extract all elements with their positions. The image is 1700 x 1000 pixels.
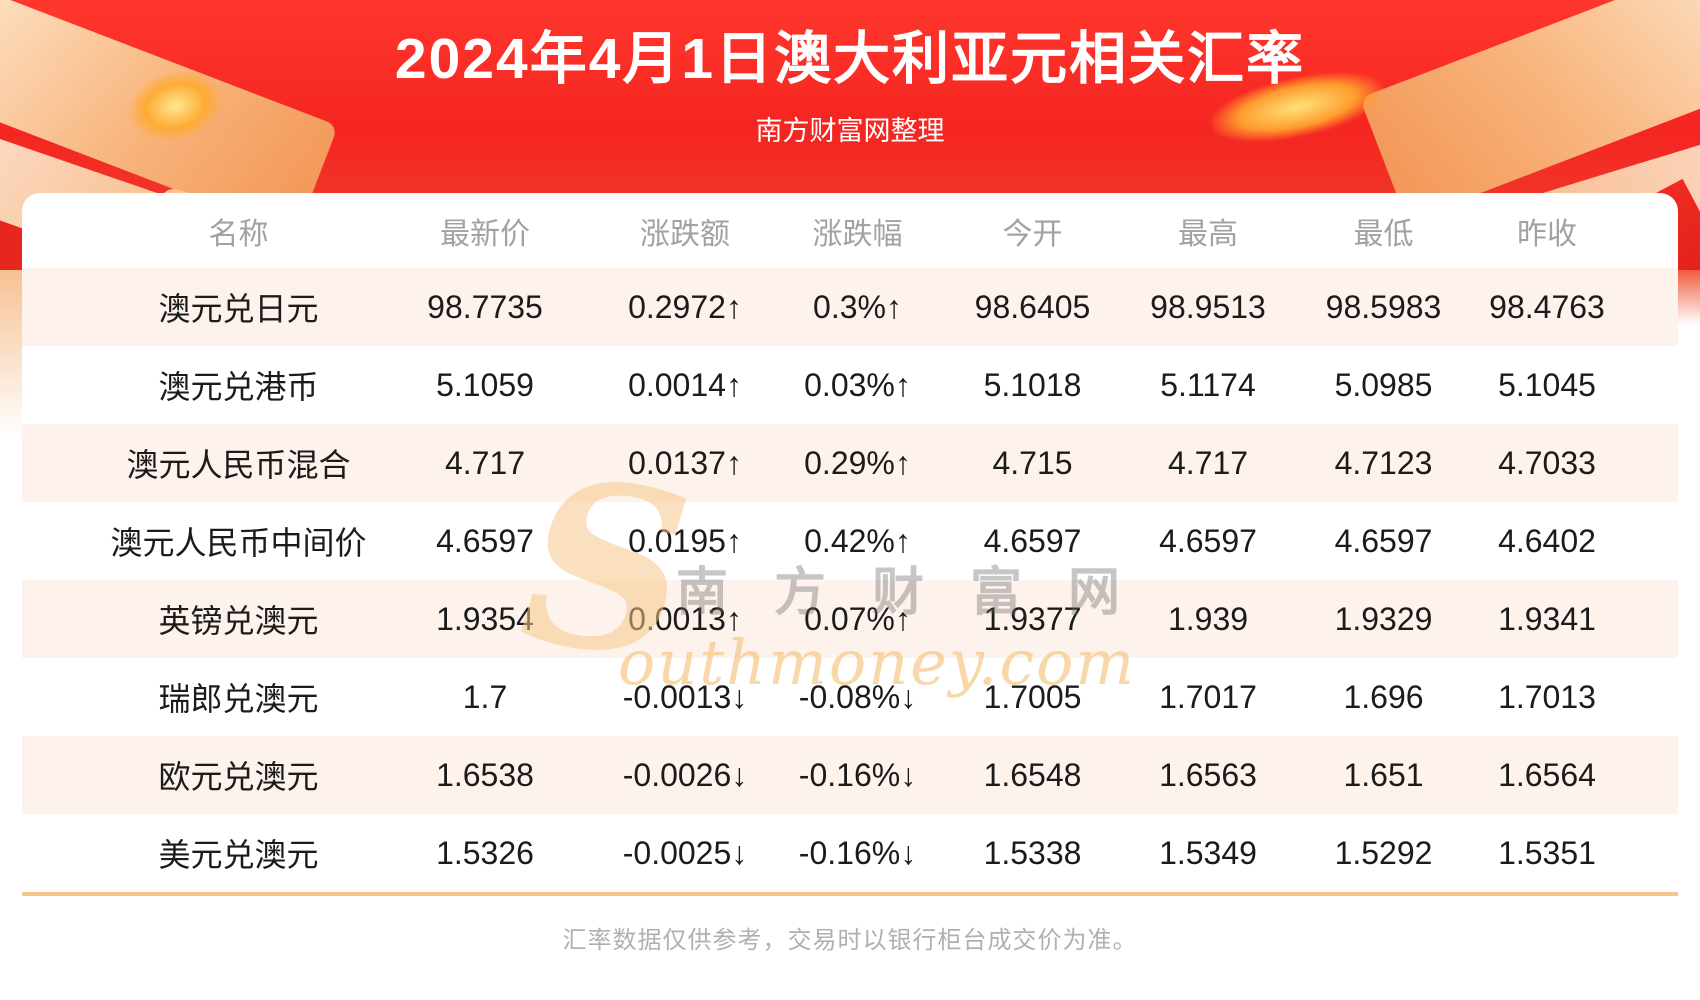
cell-latest: 4.6597 [436,522,534,559]
edge-decoration-left [0,270,22,440]
cell-high: 1.5349 [1159,834,1257,871]
cell-high: 4.6597 [1159,522,1257,559]
cell-low: 1.9329 [1334,600,1433,637]
rates-table-card: 名称 最新价 涨跌额 涨跌幅 今开 最高 最低 昨收 澳元兑日元 98.7735 0.2972↑ 0… [22,193,1678,1000]
table-header: 名称 最新价 涨跌额 涨跌幅 今开 最高 最低 昨收 [22,193,1678,268]
table-row: 英镑兑澳元 1.9354 0.0013↑ 0.07%↑ 1.9377 1.939 1.932… [22,580,1678,658]
cell-prev_close: 1.9341 [1498,600,1596,637]
cell-prev_close: 1.6564 [1498,756,1596,793]
cell-open: 1.7005 [983,678,1082,715]
cell-latest: 98.7735 [427,288,543,325]
cell-low: 4.7123 [1334,444,1433,481]
cell-change_pct: -0.16%↓ [798,834,917,871]
cell-prev_close: 4.6402 [1498,522,1596,559]
cell-prev_close: 1.5351 [1498,834,1596,871]
column-header-1: 最新价 [440,217,530,251]
cell-latest: 4.717 [444,444,526,481]
column-header-6: 最低 [1353,217,1414,251]
page-subtitle: 南方财富网整理 [755,116,945,146]
cell-open: 1.5338 [983,834,1082,871]
cell-high: 5.1174 [1160,366,1256,403]
footer-divider [22,892,1678,896]
column-header-4: 今开 [1002,217,1063,251]
cell-prev_close: 98.4763 [1489,288,1605,325]
cell-change: -0.0025↓ [622,834,748,871]
cell-change_pct: 0.07%↑ [804,600,911,637]
cell-high: 1.6563 [1159,756,1257,793]
exchange-rates-table: 名称 最新价 涨跌额 涨跌幅 今开 最高 最低 昨收 澳元兑日元 98.7735 0.2972↑ 0… [22,193,1678,892]
cell-name: 澳元人民币混合 [126,447,351,483]
cell-name: 澳元兑日元 [158,291,319,327]
cell-low: 1.696 [1343,678,1424,715]
cell-low: 5.0985 [1334,366,1433,403]
cell-change: 0.0014↑ [628,366,742,403]
table-body: 澳元兑日元 98.7735 0.2972↑ 0.3%↑ 98.6405 98.9513 98… [22,268,1678,892]
cell-open: 98.6405 [974,288,1091,325]
cell-change_pct: -0.16%↓ [798,756,917,793]
cell-change_pct: 0.29%↑ [804,444,911,481]
cell-name: 瑞郎兑澳元 [158,681,319,717]
table-row: 澳元人民币混合 4.717 0.0137↑ 0.29%↑ 4.715 4.717 4.712… [22,424,1678,502]
table-row: 美元兑澳元 1.5326 -0.0025↓ -0.16%↓ 1.5338 1.5349 1.… [22,814,1678,892]
cell-latest: 1.5326 [436,834,534,871]
cell-change_pct: 0.03%↑ [804,366,911,403]
cell-latest: 5.1059 [436,366,534,403]
cell-change_pct: 0.3%↑ [813,288,902,325]
page-title: 2024年4月1日澳大利亚元相关汇率 [394,27,1306,91]
table-row: 澳元兑港币 5.1059 0.0014↑ 0.03%↑ 5.1018 5.1174 5.09… [22,346,1678,424]
cell-change_pct: 0.42%↑ [804,522,911,559]
cell-high: 98.9513 [1150,288,1266,325]
cell-name: 澳元人民币中间价 [110,525,367,561]
disclaimer-text: 汇率数据仅供参考，交易时以银行柜台成交价为准。 [562,927,1138,954]
cell-low: 1.651 [1343,756,1424,793]
cell-low: 98.5983 [1325,288,1442,325]
table-header-row: 名称 最新价 涨跌额 涨跌幅 今开 最高 最低 昨收 [22,193,1678,268]
cell-change: 0.0195↑ [628,522,742,559]
cell-change: -0.0026↓ [622,756,748,793]
cell-open: 1.6548 [983,756,1082,793]
table-row: 瑞郎兑澳元 1.7 -0.0013↓ -0.08%↓ 1.7005 1.7017 1.696… [22,658,1678,736]
cell-change: -0.0013↓ [622,678,748,715]
cell-prev_close: 4.7033 [1498,444,1596,481]
cell-latest: 1.7 [462,678,508,715]
column-header-0: 名称 [208,217,269,251]
cell-low: 4.6597 [1334,522,1433,559]
cell-low: 1.5292 [1334,834,1433,871]
cell-high: 1.939 [1167,600,1249,637]
cell-change: 0.0137↑ [628,444,742,481]
cell-change_pct: -0.08%↓ [798,678,917,715]
cell-name: 澳元兑港币 [158,369,319,405]
cell-change: 0.0013↑ [628,600,742,637]
column-header-5: 最高 [1178,217,1238,251]
column-header-7: 昨收 [1517,217,1577,251]
cell-open: 1.9377 [983,600,1082,637]
cell-open: 5.1018 [983,366,1082,403]
cell-change: 0.2972↑ [628,288,742,325]
cell-high: 4.717 [1167,444,1249,481]
table-row: 澳元兑日元 98.7735 0.2972↑ 0.3%↑ 98.6405 98.9513 98… [22,268,1678,346]
table-row: 澳元人民币中间价 4.6597 0.0195↑ 0.42%↑ 4.6597 4.6597 4… [22,502,1678,580]
cell-latest: 1.6538 [436,756,534,793]
cell-prev_close: 5.1045 [1498,366,1596,403]
cell-latest: 1.9354 [436,600,534,637]
column-header-3: 涨跌幅 [812,217,903,251]
cell-name: 英镑兑澳元 [158,603,319,639]
cell-open: 4.715 [992,444,1073,481]
cell-name: 欧元兑澳元 [158,759,319,795]
table-row: 欧元兑澳元 1.6538 -0.0026↓ -0.16%↓ 1.6548 1.6563 1.… [22,736,1678,814]
cell-open: 4.6597 [983,522,1082,559]
cell-name: 美元兑澳元 [158,837,319,873]
cell-prev_close: 1.7013 [1498,678,1596,715]
edge-decoration-right [1678,270,1700,325]
column-header-2: 涨跌额 [640,217,730,251]
cell-high: 1.7017 [1159,678,1257,715]
